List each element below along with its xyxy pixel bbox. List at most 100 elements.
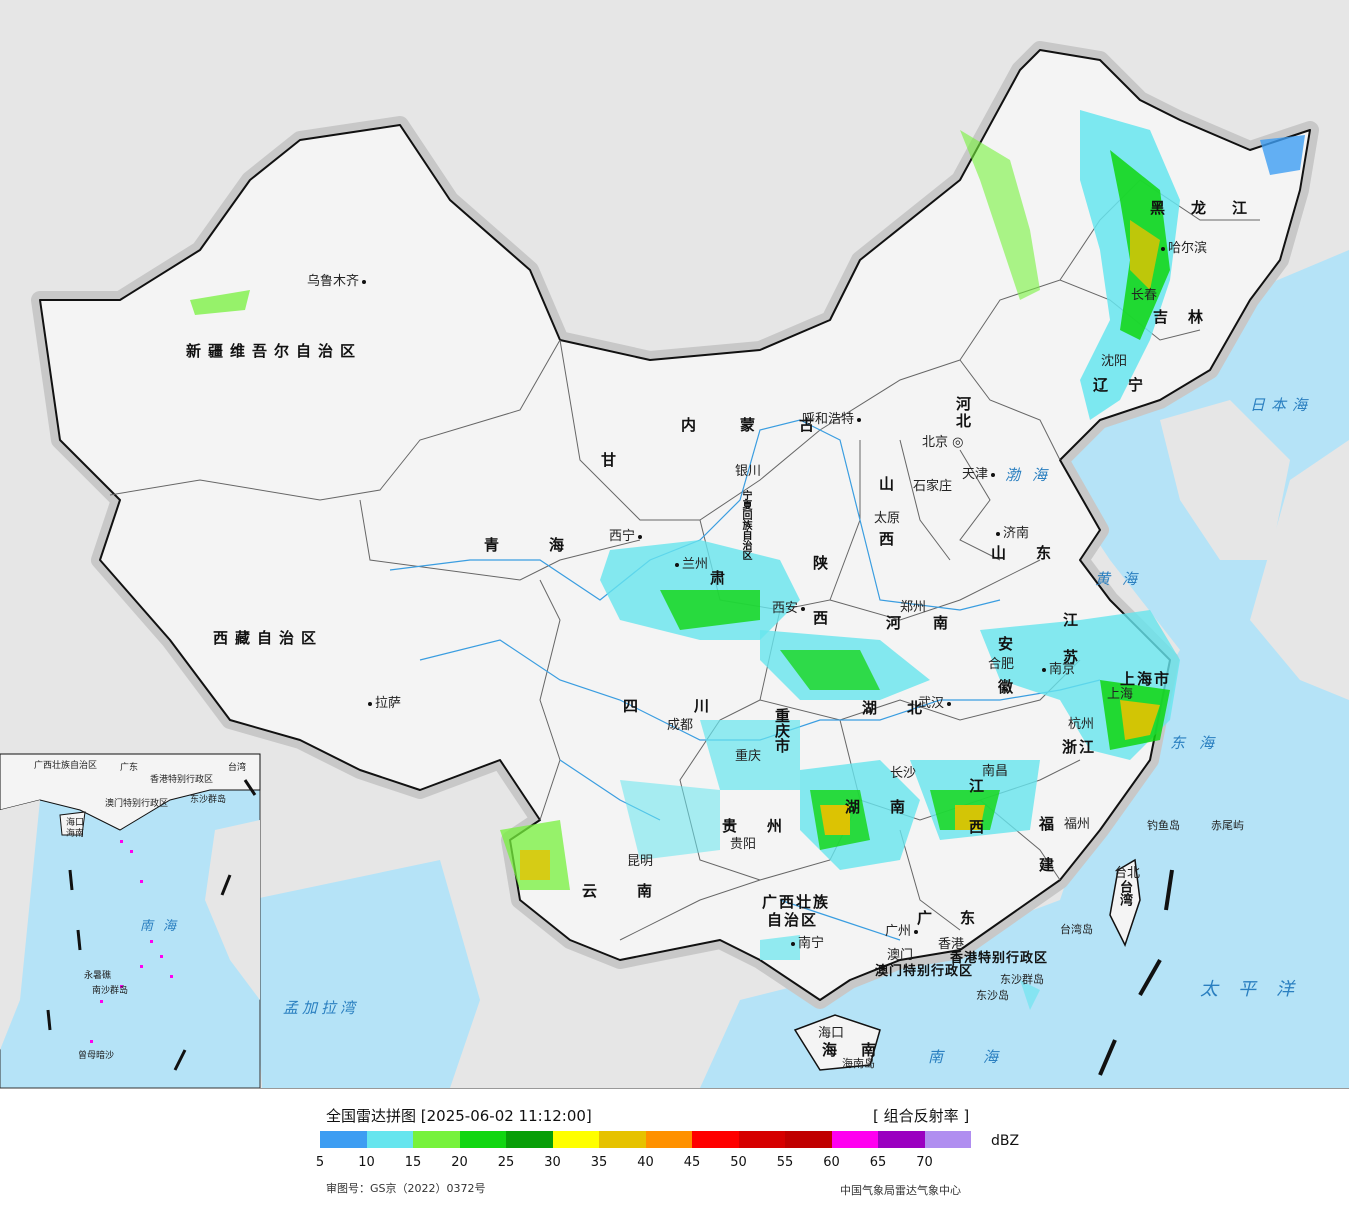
province-label: 广东 <box>917 909 1004 927</box>
city-label: 广州 <box>885 920 921 939</box>
legend-swatch <box>366 1131 413 1148</box>
boundary-dashes <box>1098 869 1174 1076</box>
island-label: 东沙群岛 <box>1000 973 1044 986</box>
city-label: 兰州 <box>672 553 708 572</box>
city-label: 哈尔滨 <box>1158 237 1207 256</box>
province-label: 青海 <box>484 536 615 554</box>
province-label: 香港特别行政区 <box>950 951 1049 966</box>
city-label: 济南 <box>993 522 1029 541</box>
legend-tick-label: 40 <box>637 1155 654 1170</box>
bay-of-bengal <box>250 860 480 1088</box>
inset-label: 广西壮族自治区 <box>34 761 98 771</box>
legend-swatch <box>459 1131 506 1148</box>
inset-label: 海南 <box>66 829 85 839</box>
inset-hainan <box>59 811 86 836</box>
inset-label: 东沙群岛 <box>190 795 227 805</box>
city-label: 沈阳 <box>1101 354 1128 369</box>
sea-label: 孟加拉湾 <box>283 999 360 1017</box>
inset-indochina <box>0 800 40 1050</box>
province-label: 湖南 <box>845 798 936 816</box>
city-label: 澳门 <box>887 948 914 963</box>
province-label: 西藏自治区 <box>213 629 324 647</box>
inset-label: 永暑礁 <box>84 971 112 981</box>
province-label: 辽宁 <box>1093 376 1164 394</box>
province-label: 四川 <box>623 697 766 715</box>
province-label: 安徽 <box>996 636 1014 722</box>
inset-label: 曾母暗沙 <box>78 1051 115 1061</box>
province-label: 重庆市 <box>773 708 791 753</box>
inset-label: 香港特别行政区 <box>150 775 214 785</box>
island-label: 海南岛 <box>842 1057 875 1070</box>
island-label: 钓鱼岛 <box>1147 819 1180 832</box>
city-label: 太原 <box>874 511 901 526</box>
sea-label: 东海 <box>1170 734 1229 752</box>
legend-tick-label: 65 <box>869 1155 887 1170</box>
legend-tick-label: 30 <box>544 1155 561 1170</box>
province-label: 自治区 <box>767 911 819 929</box>
legend-swatch <box>785 1131 832 1148</box>
province-label: 陕西 <box>811 555 829 665</box>
province-label: 河北 <box>954 396 972 430</box>
city-label: 西宁 <box>609 525 645 544</box>
inset-dashes <box>46 779 257 1071</box>
legend-tick-label: 10 <box>358 1155 375 1170</box>
legend-swatch <box>645 1131 692 1148</box>
japan-islands <box>1250 440 1349 700</box>
province-label: 江苏 <box>1061 612 1079 686</box>
province-label: 上海市 <box>1120 670 1172 688</box>
legend-color-bar <box>320 1131 971 1148</box>
province-label: 甘 <box>601 451 624 469</box>
legend-swatch <box>320 1131 367 1148</box>
legend-tick-label: 35 <box>590 1155 608 1170</box>
legend-tick-label: 70 <box>916 1155 933 1170</box>
legend-tick-label: 25 <box>497 1155 515 1170</box>
legend-tick-label: 15 <box>404 1155 422 1170</box>
hainan-island <box>793 1014 881 1071</box>
city-label: 西安 <box>772 597 808 616</box>
sea-label: 太平洋 <box>1200 979 1314 1000</box>
city-label: 呼和浩特 <box>802 408 864 427</box>
province-label: 肃 <box>710 569 733 587</box>
legend-swatch <box>506 1131 553 1148</box>
province-label: 澳门特别行政区 <box>875 964 974 979</box>
radar-mosaic-map: 新疆维吾尔自治区 西藏自治区 青海 甘 肃 内蒙古 四川 云南 贵州 广西壮族 … <box>0 0 1349 1089</box>
city-label: 郑州 <box>900 600 927 615</box>
city-label: 武汉 <box>918 692 954 711</box>
province-label: 台湾 <box>1117 880 1132 906</box>
province-label: 黑龙江 <box>1150 199 1274 217</box>
province-label: 福建 <box>1037 816 1055 898</box>
province-label: 湖北 <box>862 699 953 717</box>
sea-label: 日本海 <box>1250 396 1314 414</box>
island-label: 东沙岛 <box>976 989 1009 1002</box>
city-label: 长春 <box>1131 288 1158 303</box>
city-label: 上海 <box>1107 687 1134 702</box>
city-label: 海口 <box>818 1026 845 1041</box>
province-label: 广西壮族 <box>762 893 831 911</box>
province-label: 吉林 <box>1153 308 1224 326</box>
city-label: 南昌 <box>982 764 1009 779</box>
inset-philippines <box>205 820 260 1000</box>
province-label: 新疆维吾尔自治区 <box>186 342 363 360</box>
province-label: 贵州 <box>722 817 813 835</box>
legend-product: [ 组合反射率 ] <box>873 1107 970 1125</box>
legend-swatch <box>878 1131 925 1148</box>
city-label: 重庆 <box>735 749 762 764</box>
province-label: 云南 <box>582 882 693 900</box>
city-label: 北京 ◎ <box>922 435 964 450</box>
province-label: 海南 <box>822 1041 901 1059</box>
map-approval-number: 审图号：GS京（2022）0372号 <box>326 1182 486 1195</box>
legend-tick-label: 50 <box>730 1155 747 1170</box>
legend-tick-label: 5 <box>315 1155 325 1170</box>
city-label: 香港 <box>938 937 965 952</box>
inset-label: 台湾 <box>228 763 247 773</box>
japan-sea <box>1170 300 1349 500</box>
taiwan-island <box>1109 858 1141 947</box>
province-label: 江西 <box>967 778 985 860</box>
city-label: 银川 <box>735 464 762 479</box>
legend-unit: dBZ <box>991 1133 1020 1149</box>
province-label: 河南 <box>886 614 981 632</box>
legend-swatch <box>552 1131 599 1148</box>
city-label: 福州 <box>1064 817 1091 832</box>
city-label: 合肥 <box>988 657 1015 672</box>
